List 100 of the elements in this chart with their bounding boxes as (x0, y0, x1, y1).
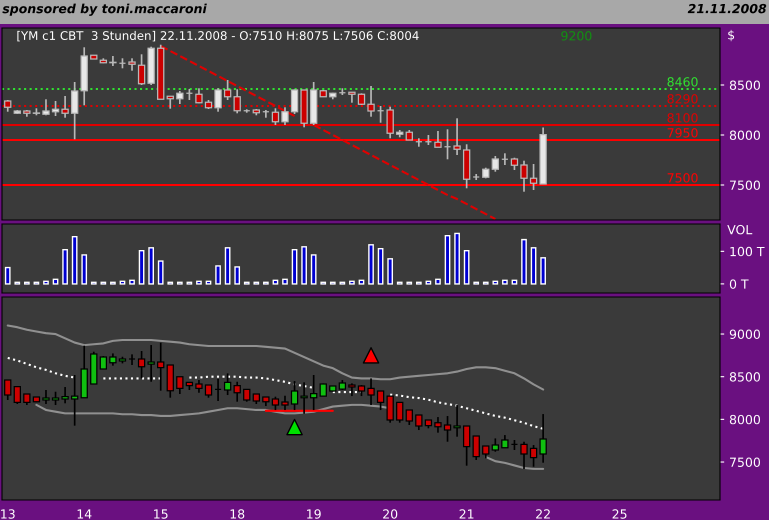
ref-line-label: 8460 (667, 77, 698, 87)
candlestick (70, 374, 78, 427)
x-tick-label: 18 (230, 509, 244, 519)
y-tick-label: 0 T (730, 279, 749, 289)
candlestick (224, 79, 232, 101)
candlestick (501, 434, 509, 449)
candlestick (434, 130, 442, 148)
candlestick (61, 95, 69, 119)
ref-line-label: 8290 (667, 94, 698, 104)
candlestick (32, 107, 40, 116)
bar (444, 235, 450, 285)
text: sponsored by toni.maccaroni (2, 4, 207, 16)
bar (62, 249, 68, 285)
candlestick (42, 98, 50, 116)
candlestick (510, 439, 518, 451)
candlestick (444, 128, 452, 160)
candlestick (348, 91, 356, 104)
candlestick (281, 394, 289, 411)
candlestick (530, 163, 538, 191)
x-tick-label: 14 (78, 509, 92, 519)
candlestick (262, 396, 270, 407)
bar (72, 236, 78, 285)
candlestick (61, 386, 69, 404)
line-series (6, 324, 544, 391)
candlestick (195, 379, 203, 394)
candlestick (290, 380, 298, 411)
bar (301, 246, 307, 285)
candlestick (539, 413, 547, 464)
candlestick (272, 107, 280, 126)
candlestick (214, 87, 222, 113)
candlestick (310, 374, 318, 411)
candlestick (376, 390, 384, 411)
bar (358, 280, 364, 285)
bar (502, 280, 508, 285)
y-tick-label: 8500 (730, 372, 760, 382)
candlestick (70, 81, 78, 140)
candlestick (367, 85, 375, 118)
bar (215, 265, 221, 285)
bar (292, 249, 298, 285)
y-axis-title: $ (728, 30, 734, 42)
candlestick (42, 389, 50, 405)
y-tick-label: 8500 (730, 80, 760, 90)
candlestick (453, 117, 461, 156)
candlestick (530, 444, 538, 468)
candlestick (157, 342, 164, 392)
candlestick (386, 106, 394, 140)
candlestick (338, 379, 346, 391)
ref-line-label: 7500 (668, 173, 698, 183)
bar (492, 280, 498, 285)
candlestick (376, 105, 384, 124)
candlestick (186, 88, 194, 101)
candlestick (396, 402, 404, 424)
bar (512, 280, 518, 285)
candlestick (128, 57, 136, 72)
candlestick (166, 95, 174, 110)
bar (224, 247, 230, 285)
bar (464, 250, 470, 285)
annotation: 9200 (561, 31, 592, 41)
candlestick (320, 382, 327, 397)
candlestick (224, 372, 232, 396)
y-tick-label: 8000 (730, 414, 760, 424)
candlestick (204, 99, 212, 110)
candlestick (23, 393, 31, 406)
x-tick-label: 19 (307, 509, 321, 519)
candlestick (367, 378, 375, 406)
candlestick (109, 55, 117, 67)
candlestick (386, 395, 394, 424)
candlestick (52, 100, 60, 117)
bar (138, 250, 144, 285)
bar (378, 248, 384, 285)
x-tick-label: 20 (383, 509, 398, 519)
candlestick (234, 380, 241, 403)
candlestick (272, 396, 280, 411)
candlestick (204, 384, 212, 399)
y-axis-title: VOL (727, 224, 752, 234)
x-tick-label: 25 (612, 509, 626, 519)
candlestick (510, 156, 518, 171)
candlestick (453, 404, 461, 438)
bar (435, 278, 441, 285)
candlestick (290, 88, 298, 115)
bar (120, 280, 126, 285)
candlestick (243, 388, 250, 403)
candlestick (348, 382, 356, 397)
text: 21.11.2008 (688, 4, 766, 14)
ref-line-label: 8100 (667, 113, 698, 123)
candlestick (358, 384, 366, 397)
candlestick (406, 129, 413, 141)
bar (196, 280, 202, 285)
candlestick (128, 354, 136, 366)
bar (540, 257, 546, 285)
candlestick (147, 344, 155, 383)
bar (282, 278, 288, 285)
candlestick (281, 106, 289, 126)
candlestick (100, 355, 108, 370)
candlestick (492, 155, 500, 173)
bar (148, 247, 154, 285)
bar (426, 280, 432, 285)
candlestick (424, 134, 432, 146)
candlestick (444, 415, 452, 443)
candlestick (462, 425, 470, 467)
